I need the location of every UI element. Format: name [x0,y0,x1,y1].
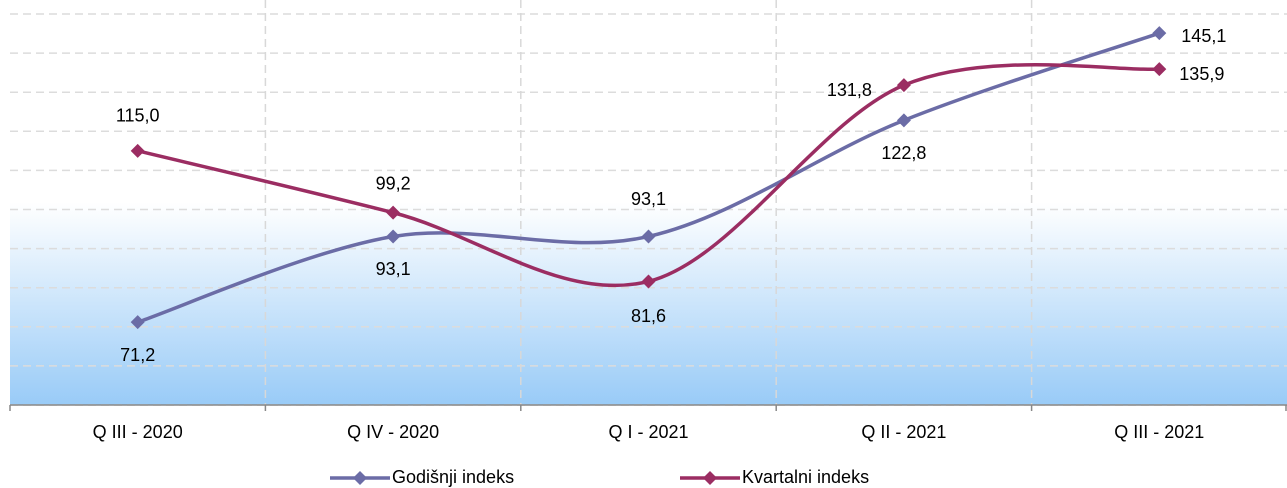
legend-label: Godišnji indeks [392,467,514,487]
legend-marker [703,471,717,485]
data-point [1152,62,1167,77]
legend-marker [353,471,367,485]
data-label: 99,2 [376,173,411,193]
x-tick-label: Q III - 2021 [1114,422,1204,442]
data-point [1152,26,1167,41]
data-label: 81,6 [631,306,666,326]
legend-label: Kvartalni indeks [742,467,869,487]
data-point [896,113,911,128]
data-point [130,315,145,330]
x-tick-label: Q I - 2021 [608,422,688,442]
data-point [641,274,656,289]
data-point [130,143,145,158]
data-label: 93,1 [631,189,666,209]
data-label: 115,0 [116,106,160,126]
x-tick-label: Q IV - 2020 [347,422,439,442]
data-point [386,229,401,244]
data-label: 131,8 [827,80,872,100]
data-label: 93,1 [376,259,411,279]
data-label: 135,9 [1179,64,1224,84]
data-label: 71,2 [120,345,155,365]
data-point [641,229,656,244]
x-tick-label: Q III - 2020 [93,422,183,442]
data-point [896,78,911,93]
x-tick-label: Q II - 2021 [861,422,946,442]
data-label: 145,1 [1181,26,1226,46]
data-label: 122,8 [881,143,926,163]
data-point [386,205,401,220]
